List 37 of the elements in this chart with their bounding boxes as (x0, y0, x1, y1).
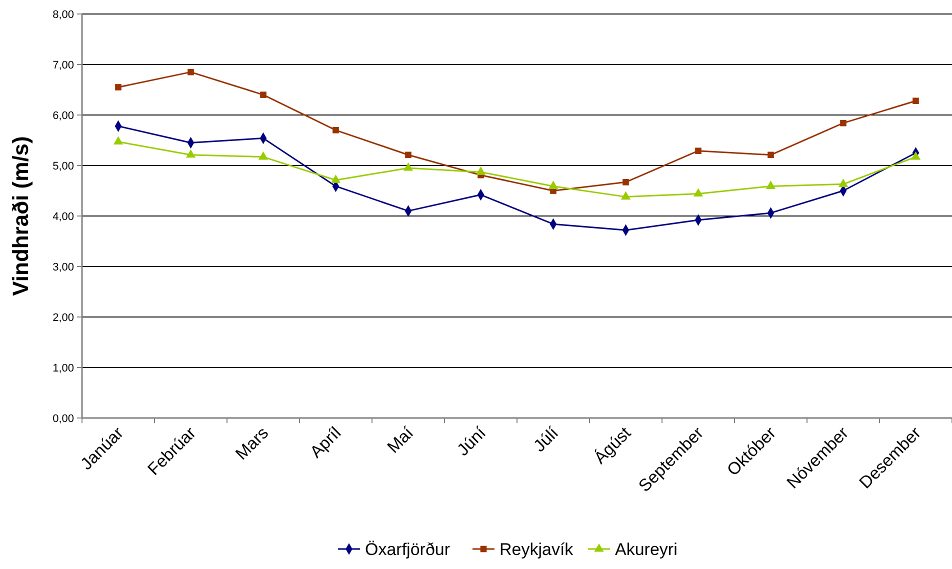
legend-label: Reykjavík (500, 540, 574, 559)
point (768, 152, 774, 158)
y-tick-label: 0,00 (52, 412, 74, 425)
point (838, 178, 848, 187)
point (912, 98, 919, 104)
y-tick-label: 8,00 (52, 8, 74, 21)
point (115, 84, 122, 90)
point (260, 92, 266, 98)
point (766, 180, 776, 189)
y-tick-label: 7,00 (52, 59, 74, 72)
point (622, 179, 629, 186)
x-tick-label: Maí (384, 423, 418, 457)
y-tick-label: 4,00 (52, 210, 74, 223)
point (332, 126, 339, 134)
y-axis-title: Vindhraði (m/s) (8, 136, 33, 296)
point (693, 188, 704, 197)
legend-label: Akureyri (615, 540, 678, 559)
point (188, 68, 194, 76)
point (476, 166, 486, 175)
x-tick-label: Júlí (530, 423, 562, 456)
y-tick-label: 1,00 (52, 362, 74, 374)
legend-label: Öxarfjörður (365, 540, 450, 559)
point (330, 174, 341, 183)
point (548, 180, 558, 189)
point (258, 151, 268, 160)
y-tick-label: 5,00 (52, 160, 74, 172)
point (403, 162, 414, 171)
point (186, 149, 196, 158)
point (910, 151, 921, 160)
point (840, 120, 846, 126)
y-tick-label: 3,00 (52, 261, 74, 274)
point (620, 191, 631, 200)
y-tick-label: 6,00 (52, 110, 74, 122)
point (405, 152, 412, 158)
y-tick-label: 2,00 (52, 312, 74, 324)
point (695, 148, 702, 154)
point (113, 136, 124, 145)
